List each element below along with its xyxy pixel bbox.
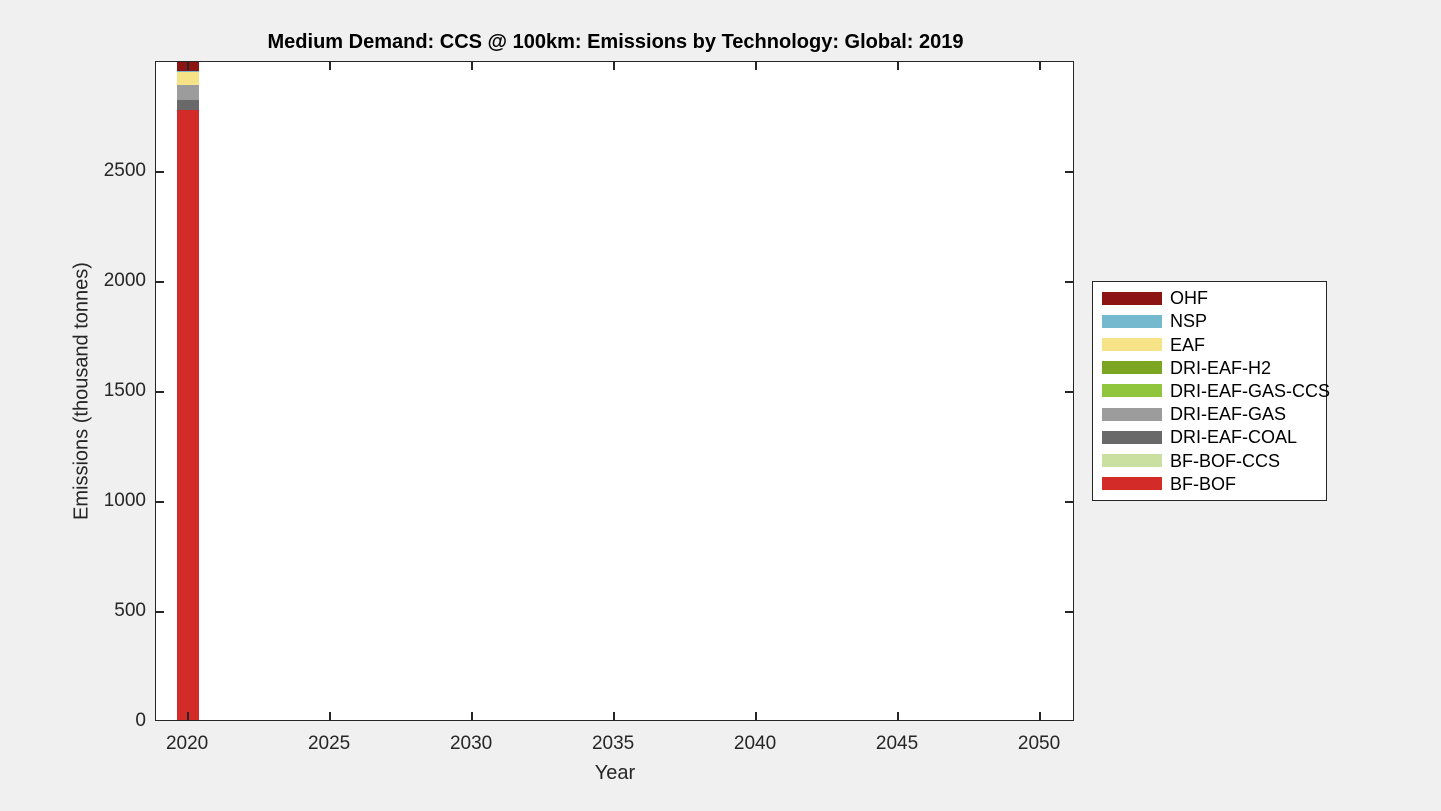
x-tick-label-2025: 2025 — [307, 733, 351, 754]
bar-segment-eaf — [176, 71, 200, 85]
legend-item-bf-bof-ccs: BF-BOF-CCS — [1093, 452, 1326, 470]
legend-box: OHF NSP EAF DRI-EAF-H2 DRI-EAF-GAS-CCS DRI-EA… — [1092, 281, 1330, 501]
bar-segment-bf-bof — [176, 109, 200, 720]
x-tick-bottom-2020 — [187, 712, 189, 720]
x-tick-bottom-2030 — [471, 712, 473, 720]
y-tick-right-1500 — [1065, 391, 1073, 393]
plot-area — [155, 61, 1074, 721]
x-tick-top-2040 — [755, 62, 757, 70]
legend-label-bf-bof-ccs: BF-BOF-CCS — [1170, 450, 1280, 471]
legend-swatch-dri-eaf-gas-ccs — [1102, 384, 1162, 398]
y-tick-label-2500: 2500 — [103, 160, 146, 181]
y-tick-right-1000 — [1065, 501, 1073, 503]
y-tick-left-2500 — [156, 171, 164, 173]
chart-title: Medium Demand: CCS @ 100km: Emissions by… — [267, 31, 964, 53]
x-tick-top-2030 — [471, 62, 473, 70]
x-tick-bottom-2045 — [897, 712, 899, 720]
bar-segment-dri-eaf-coal — [176, 99, 200, 110]
legend-item-eaf: EAF — [1093, 336, 1326, 354]
legend-swatch-dri-eaf-coal — [1102, 430, 1162, 444]
x-tick-bottom-2040 — [755, 712, 757, 720]
legend-label-ohf: OHF — [1170, 288, 1208, 309]
legend-item-dri-eaf-h2: DRI-EAF-H2 — [1093, 359, 1326, 377]
y-tick-left-2000 — [156, 281, 164, 283]
y-tick-left-1000 — [156, 501, 164, 503]
x-tick-top-2050 — [1039, 62, 1041, 70]
legend-label-dri-eaf-coal: DRI-EAF-COAL — [1170, 427, 1298, 448]
legend-item-dri-eaf-gas: DRI-EAF-GAS — [1093, 405, 1326, 423]
x-tick-top-2035 — [613, 62, 615, 70]
y-tick-label-500: 500 — [114, 600, 146, 621]
x-tick-top-2025 — [329, 62, 331, 70]
x-axis-label: Year — [594, 762, 636, 784]
y-tick-left-1500 — [156, 391, 164, 393]
legend-item-nsp: NSP — [1093, 312, 1326, 330]
x-tick-label-2040: 2040 — [733, 733, 777, 754]
x-tick-bottom-2050 — [1039, 712, 1041, 720]
bar-segment-dri-eaf-gas — [176, 84, 200, 100]
x-tick-bottom-2025 — [329, 712, 331, 720]
x-tick-label-2030: 2030 — [449, 733, 493, 754]
y-tick-label-1000: 1000 — [103, 490, 146, 511]
legend-label-eaf: EAF — [1170, 334, 1206, 355]
y-tick-left-500 — [156, 611, 164, 613]
x-tick-top-2020 — [187, 62, 189, 70]
legend-label-dri-eaf-gas-ccs: DRI-EAF-GAS-CCS — [1170, 380, 1331, 401]
legend-swatch-eaf — [1102, 338, 1162, 352]
legend-swatch-nsp — [1102, 314, 1162, 328]
y-tick-right-500 — [1065, 611, 1073, 613]
y-tick-label-0: 0 — [135, 710, 146, 731]
x-tick-bottom-2035 — [613, 712, 615, 720]
legend-item-ohf: OHF — [1093, 289, 1326, 307]
y-tick-right-2000 — [1065, 281, 1073, 283]
x-tick-label-2035: 2035 — [591, 733, 635, 754]
legend-swatch-dri-eaf-h2 — [1102, 361, 1162, 375]
x-tick-label-2045: 2045 — [875, 733, 919, 754]
bar-segment-nsp — [176, 70, 200, 72]
y-tick-label-2000: 2000 — [103, 270, 146, 291]
x-tick-top-2045 — [897, 62, 899, 70]
x-tick-label-2020: 2020 — [165, 733, 209, 754]
legend-item-dri-eaf-gas-ccs: DRI-EAF-GAS-CCS — [1093, 382, 1330, 400]
legend-swatch-ohf — [1102, 291, 1162, 305]
x-tick-label-2050: 2050 — [1017, 733, 1061, 754]
y-tick-label-1500: 1500 — [103, 380, 146, 401]
y-tick-right-2500 — [1065, 171, 1073, 173]
legend-label-dri-eaf-h2: DRI-EAF-H2 — [1170, 357, 1272, 378]
legend-label-nsp: NSP — [1170, 311, 1208, 332]
legend-swatch-bf-bof — [1102, 477, 1162, 491]
legend-swatch-dri-eaf-gas — [1102, 407, 1162, 421]
legend-item-bf-bof: BF-BOF — [1093, 475, 1326, 493]
legend-label-dri-eaf-gas: DRI-EAF-GAS — [1170, 404, 1287, 425]
legend-swatch-bf-bof-ccs — [1102, 454, 1162, 467]
legend-item-dri-eaf-coal: DRI-EAF-COAL — [1093, 428, 1326, 446]
legend-label-bf-bof: BF-BOF — [1170, 473, 1236, 494]
